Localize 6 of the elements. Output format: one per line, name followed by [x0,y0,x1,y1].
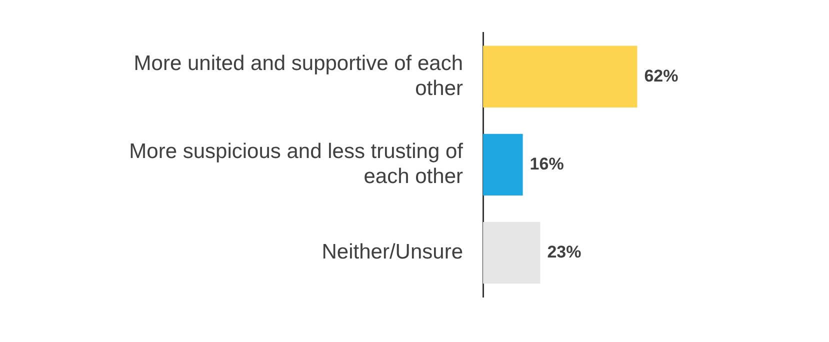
data-label: 62% [644,66,678,86]
y-tick-label: More united and supportive of each other [134,52,463,100]
data-label: 16% [530,154,564,174]
y-tick-label: Neither/Unsure [322,240,463,264]
data-label: 23% [547,242,582,262]
y-tick-label: More suspicious and less trusting of each other [129,140,464,188]
